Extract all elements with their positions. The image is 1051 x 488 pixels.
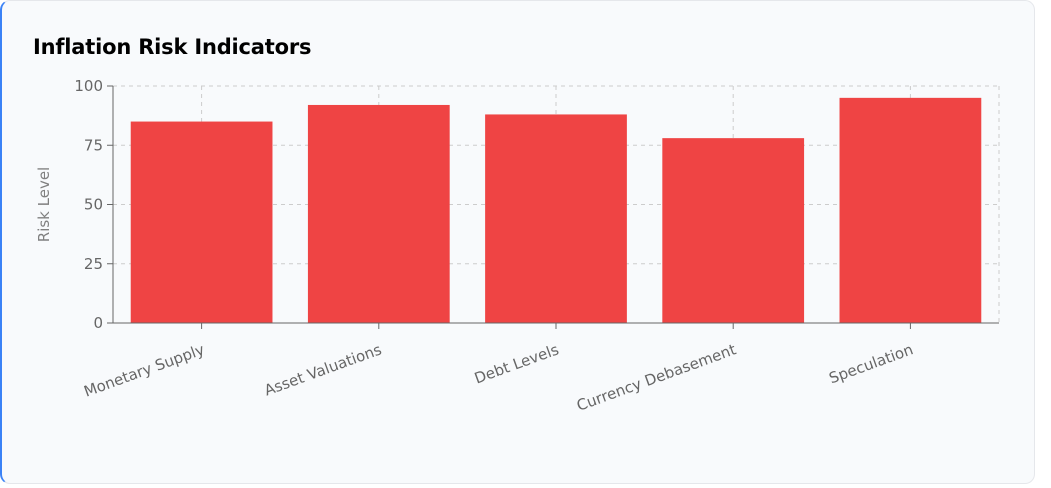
y-tick-label: 75 <box>84 136 103 154</box>
y-tick-label: 0 <box>93 314 103 332</box>
x-tick-label: Asset Valuations <box>262 340 384 399</box>
bar <box>130 121 273 323</box>
y-tick-label: 25 <box>84 255 103 273</box>
y-axis-title: Risk Level <box>35 167 53 242</box>
bar <box>662 138 805 323</box>
bar <box>485 114 627 323</box>
x-tick-label: Speculation <box>827 340 916 387</box>
x-tick-label: Currency Debasement <box>574 340 738 414</box>
x-tick-label: Debt Levels <box>472 340 561 387</box>
bar <box>839 97 982 323</box>
x-tick-label: Monetary Supply <box>81 340 206 400</box>
y-tick-label: 100 <box>74 77 103 95</box>
bar <box>307 104 450 324</box>
y-tick-label: 50 <box>84 196 103 214</box>
chart-title: Inflation Risk Indicators <box>33 35 312 59</box>
